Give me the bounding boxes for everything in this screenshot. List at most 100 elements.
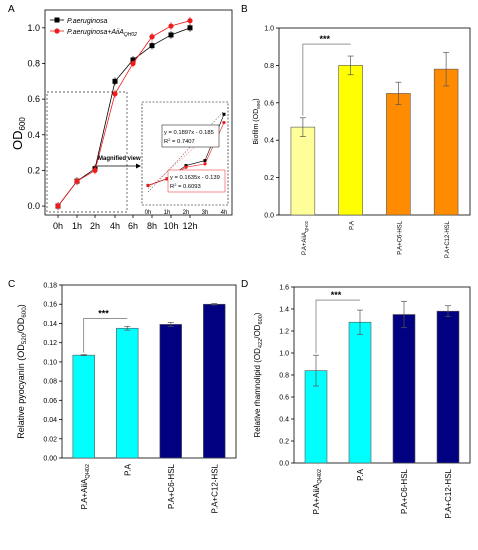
fit-box-black [161, 124, 220, 148]
inset-data-point [203, 162, 207, 166]
data-point [55, 203, 61, 209]
y-tick-label: 0.00 [43, 456, 57, 463]
magnified-label: Magnified view [98, 156, 141, 162]
y-tick-label: 0.0 [27, 201, 40, 211]
y-tick-label: 0.6 [264, 100, 274, 107]
panel-c-pyocyanin-chart: 0.00 0.02 0.04 0.06 0.08 0.10 0.12 0.14 0.16 0.18… [16, 283, 237, 513]
y-tick-label: 0.4 [264, 138, 274, 145]
legend-label: P.aeruginosa [67, 18, 107, 25]
panel-letter-c: C [8, 279, 15, 290]
inset-x-tick-label: 2h [183, 210, 190, 216]
legend-marker [54, 28, 60, 34]
y-tick-label: 0.0 [264, 213, 274, 220]
plot-frame [61, 284, 237, 459]
x-category-label: P.A [350, 221, 356, 230]
significance-bracket [302, 43, 351, 116]
y-tick-label: 0.6 [27, 94, 40, 104]
bar [338, 65, 363, 216]
bar [436, 310, 460, 464]
inset-x-tick-label: 3h [202, 210, 209, 216]
panel-a-growth-chart: 0.0 0.2 0.4 0.6 0.8 1.0 0h 1h 2h 4h 6h 8h 10h 12h OD60… [10, 9, 233, 231]
y-tick-label: 1.2 [279, 329, 289, 336]
fit-box-red [167, 169, 226, 193]
magnified-region-box [46, 91, 128, 213]
magnified-arrow-head [136, 163, 141, 169]
bar [72, 354, 95, 459]
data-point [187, 18, 193, 24]
y-tick-label: 0.4 [27, 130, 40, 140]
data-point [130, 60, 136, 67]
y-tick-label: 0.2 [264, 175, 274, 182]
x-category-label: P.A+C6-HSL [397, 220, 403, 254]
x-category-label: P.A+C12-HSL [445, 220, 451, 258]
data-point [187, 25, 193, 31]
data-point [92, 167, 98, 174]
y-axis-label: Relative pyocyanin (OD520/OD600) [16, 304, 28, 439]
x-category-label: P.A+C12-HSL [444, 468, 453, 518]
panel-letter-d: D [241, 279, 248, 290]
panel-b-biofilm-chart: 0.0 0.2 0.4 0.6 0.8 1.0 P.A+AiiAQH02 P.A P.A+C6-… [253, 26, 471, 258]
y-tick-label: 1.0 [264, 26, 274, 33]
inset-data-point [146, 183, 150, 188]
data-point [168, 32, 174, 38]
bar [203, 303, 226, 459]
bar [433, 68, 459, 216]
y-tick-label: 0.04 [43, 417, 57, 424]
x-tick-label: 12h [182, 221, 197, 231]
y-axis-label: OD600 [10, 117, 27, 150]
x-tick-label: 0h [53, 221, 63, 231]
x-category-label: P.A+C12-HSL [210, 463, 219, 513]
x-category-label: P.A+AiiAQH02 [80, 464, 91, 509]
y-tick-label: 0.16 [43, 302, 57, 309]
plot-frame [44, 9, 233, 216]
significance-marker: *** [331, 290, 342, 300]
fit-r2-black: R2 = 0.7407 [164, 137, 195, 145]
bar [116, 327, 139, 459]
y-tick-label: 0.18 [43, 283, 57, 290]
data-point [149, 34, 155, 40]
inset-fit-line-black [147, 110, 225, 193]
data-point [74, 178, 80, 184]
significance-bracket [83, 318, 128, 353]
y-axis-label: Relative rhamnolipid (OD422/OD600) [253, 312, 264, 437]
y-tick-label: 0.2 [279, 439, 289, 446]
y-tick-label: 0.8 [264, 63, 274, 70]
inset-data-point [222, 120, 226, 125]
x-category-label: P.A [123, 463, 132, 476]
y-tick-label: 0.0 [279, 461, 289, 468]
inset-x-tick-label: 1h [164, 210, 171, 216]
y-tick-label: 0.14 [43, 321, 57, 328]
x-tick-label: 4h [110, 221, 120, 231]
y-tick-label: 0.06 [43, 398, 57, 405]
bar [348, 321, 372, 464]
series-line [57, 20, 191, 207]
inset-data-point [184, 164, 188, 168]
inset-data-point [222, 112, 226, 116]
data-point [168, 23, 174, 29]
plot-frame [278, 27, 471, 216]
inset-data-point [203, 159, 207, 163]
y-tick-label: 1.6 [279, 285, 289, 292]
y-tick-label: 0.12 [43, 340, 57, 347]
data-point [112, 91, 118, 97]
y-tick-label: 0.4 [279, 417, 289, 424]
x-category-label: P.A+AiiAQH02 [302, 220, 309, 255]
x-category-label: P.A+C6-HSL [400, 468, 409, 514]
data-point [112, 78, 118, 84]
bar [159, 324, 182, 459]
x-category-label: P.A+C6-HSL [167, 463, 176, 509]
x-category-label: P.A [356, 468, 365, 481]
fit-equation-red: y = 0.1635x - 0.139 [170, 175, 220, 181]
inset-x-tick-label: 4h [221, 210, 228, 216]
panel-letter-a: A [8, 4, 15, 15]
y-tick-label: 0.8 [27, 58, 40, 68]
y-tick-label: 1.0 [279, 351, 289, 358]
bar [386, 93, 411, 216]
fit-r2-red: R2 = 0.6093 [170, 182, 201, 190]
y-axis-label: Biofilm (OD590) [253, 98, 262, 144]
inset-data-point [184, 165, 188, 169]
x-tick-label: 6h [128, 221, 138, 231]
significance-marker: *** [319, 34, 330, 44]
panel-d-rhamnolipid-chart: 0.0 0.2 0.4 0.6 0.8 1.0 1.2 1.4 1.6 P.A+AiiAQH02 P… [253, 285, 471, 518]
